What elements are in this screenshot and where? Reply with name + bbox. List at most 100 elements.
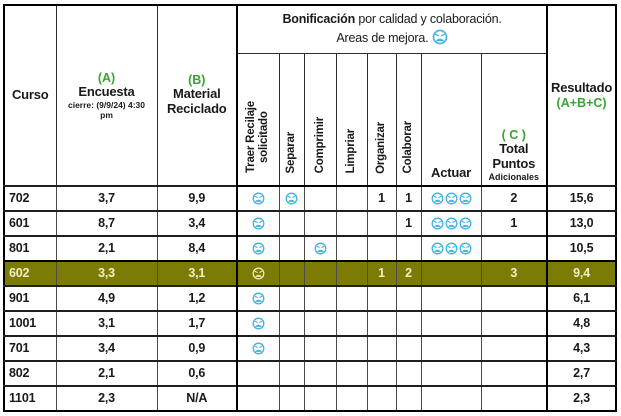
b-title-line2: Reciclado [166,101,227,117]
cell-comprimir [303,234,337,261]
sad-face-icon [252,242,265,255]
cell-curso: 1101 [3,384,57,411]
a-subtitle-line2: pm [100,109,113,120]
col-header-limpiar: Limpriar [335,52,368,187]
comprimir-label: Comprimir [313,117,326,174]
cell-colaborar [395,234,422,261]
col-header-encuesta: (A) Encuesta cierre: (9/9/24) 4:30 pm [55,4,158,186]
sad-face-icon [252,267,265,280]
cell-material: N/A [156,384,238,411]
cell-actuar [420,309,482,336]
cell-resultado: 4,8 [546,309,617,336]
cell-material: 3,1 [156,259,238,286]
cell-resultado: 13,0 [546,209,617,236]
cell-actuar [420,259,482,286]
sad-face-icon [314,242,326,255]
cell-comprimir [303,184,337,211]
b-label: (B) [188,73,206,88]
cell-encuesta: 3,3 [55,259,158,286]
col-header-curso: Curso [3,4,57,186]
cell-actuar [420,384,482,411]
cell-colaborar [395,284,422,311]
separar-label: Separar [285,132,298,174]
cell-actuar [420,209,482,236]
cell-resultado: 2,7 [546,359,617,386]
cell-material: 0,6 [156,359,238,386]
sad-face-icon [431,192,443,205]
cell-material: 8,4 [156,234,238,261]
cell-traer [236,259,280,286]
cell-separar [278,284,305,311]
table-row: 601 8,7 3,4 1 1 13,0 [3,209,617,236]
sad-face-icon [459,192,471,205]
cell-traer [236,209,280,236]
col-header-organizar: Organizar [366,52,397,187]
cell-total [480,334,548,361]
curso-label: Curso [11,87,49,103]
col-header-separar: Separar [278,52,305,187]
cell-encuesta: 3,7 [55,184,158,211]
cell-limpiar [335,234,368,261]
cell-separar [278,184,305,211]
cell-total: 1 [480,209,548,236]
col-header-total-puntos: ( C ) Total Puntos Adicionales [480,52,548,187]
sad-face-icon [285,192,298,205]
cell-comprimir [303,284,337,311]
cell-separar [278,359,305,386]
cell-curso: 901 [3,284,57,311]
group-title-rest: por calidad y colaboración. [355,12,502,27]
cell-encuesta: 2,1 [55,359,158,386]
cell-encuesta: 2,1 [55,234,158,261]
col-header-colaborar: Colaborar [395,52,422,187]
cell-limpiar [335,184,368,211]
group-header-bonificacion: Bonificación por calidad y colaboración.… [235,4,548,54]
resultado-title: Resultado [551,79,613,95]
table-row: 701 3,4 0,9 4,3 [3,334,617,361]
col-header-material: (B) Material Reciclado [156,4,238,186]
table-row: 801 2,1 8,4 10,5 [3,234,617,261]
group-face-holder [432,29,448,45]
table-row: 1001 3,1 1,7 4,8 [3,309,617,336]
table-row-highlighted: 602 3,3 3,1 1 2 3 9,4 [3,259,617,286]
cell-separar [278,384,305,411]
cell-traer [236,334,280,361]
cell-separar [278,209,305,236]
cell-actuar [420,284,482,311]
cell-separar [278,234,305,261]
traer-label: Traer Recilaje solicitado [245,101,271,174]
limpiar-label: Limpriar [345,129,358,174]
b-title-line1: Material [172,86,221,102]
cell-organizar [366,309,397,336]
col-header-traer: Traer Recilaje solicitado [236,52,280,187]
cell-limpiar [335,384,368,411]
sad-face-icon [445,217,457,230]
cell-total [480,359,548,386]
sad-face-icon [252,292,265,305]
cell-traer [236,384,280,411]
cell-resultado: 15,6 [546,184,617,211]
cell-separar [278,334,305,361]
a-label: (A) [97,70,116,85]
cell-material: 1,2 [156,284,238,311]
cell-comprimir [303,309,337,336]
cell-limpiar [335,309,368,336]
cell-colaborar [395,334,422,361]
cell-total [480,384,548,411]
sad-face-icon [252,317,265,330]
sad-face-icon [445,242,457,255]
cell-traer [236,184,280,211]
cell-separar [278,309,305,336]
cell-colaborar [395,309,422,336]
cell-curso: 702 [3,184,57,211]
cell-encuesta: 3,4 [55,334,158,361]
cell-organizar: 1 [366,259,397,286]
cell-resultado: 2,3 [546,384,617,411]
sad-face-icon [459,217,471,230]
cell-traer [236,309,280,336]
cell-curso: 602 [3,259,57,286]
table-row: 802 2,1 0,6 2,7 [3,359,617,386]
cell-separar [278,259,305,286]
table-row: 1101 2,3 N/A 2,3 [3,384,617,411]
grades-table: Curso (A) Encuesta cierre: (9/9/24) 4:30… [3,4,618,412]
